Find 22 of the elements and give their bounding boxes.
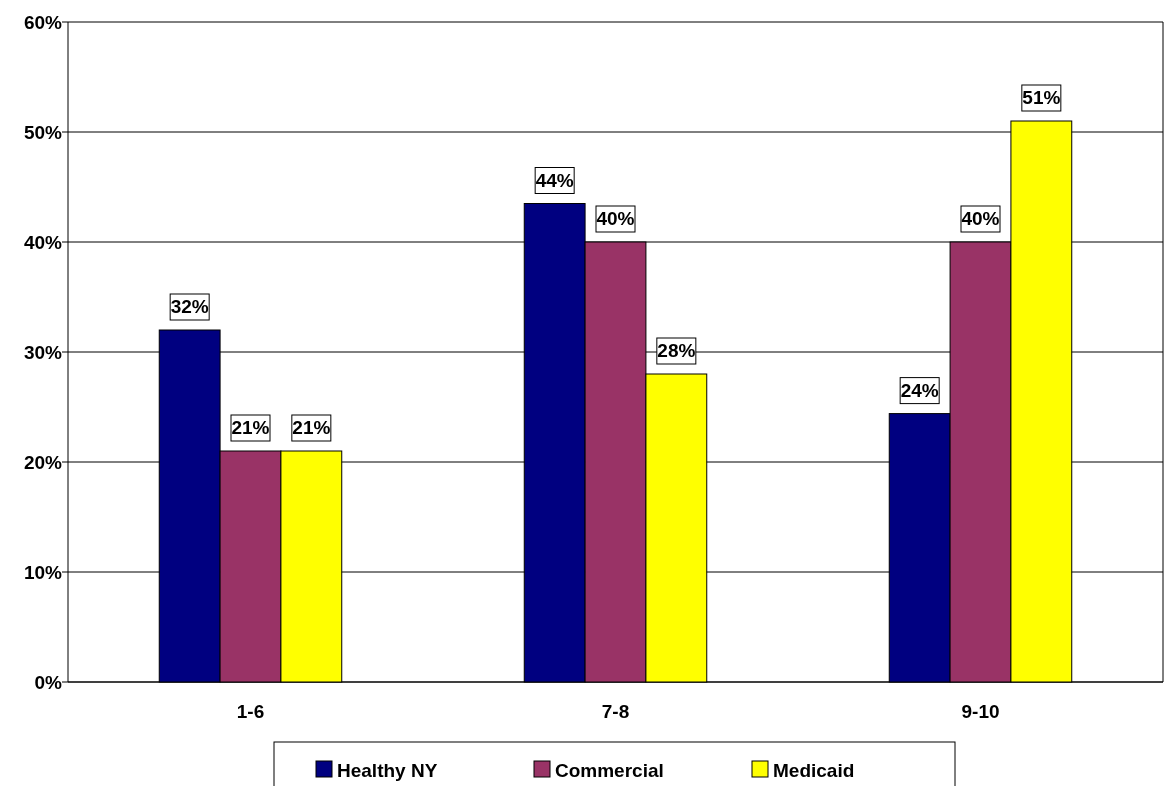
- y-tick-label: 50%: [23, 122, 63, 143]
- data-label: 51%: [1022, 87, 1061, 108]
- y-tick-label: 20%: [23, 452, 63, 473]
- legend-label: Commercial: [555, 760, 664, 781]
- data-label: 40%: [961, 208, 1000, 229]
- data-label: 24%: [900, 379, 939, 401]
- data-label: 32%: [170, 296, 209, 317]
- legend-label: Medicaid: [773, 760, 855, 781]
- data-label: 21%: [292, 417, 331, 438]
- x-tick-label: 7-8: [601, 701, 630, 722]
- x-tick-label: 1-6: [236, 701, 265, 722]
- y-tick-label: 30%: [23, 342, 63, 363]
- data-label: 21%: [231, 417, 270, 438]
- data-label: 44%: [535, 169, 574, 191]
- y-tick-label: 10%: [23, 562, 63, 583]
- legend-label: Healthy NY: [337, 760, 438, 781]
- x-tick-label: 9-10: [961, 701, 1000, 722]
- y-tick-label: 40%: [23, 232, 63, 253]
- data-label: 40%: [596, 208, 635, 229]
- data-label: 28%: [657, 340, 696, 361]
- y-tick-label: 0%: [34, 672, 63, 693]
- y-tick-label: 60%: [23, 12, 63, 33]
